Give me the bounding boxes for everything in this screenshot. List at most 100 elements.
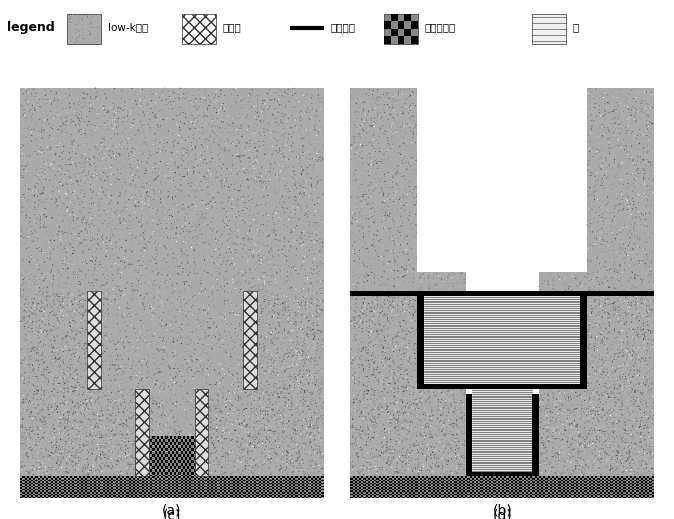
Point xyxy=(97,448,108,456)
Point xyxy=(403,351,414,359)
Bar xyxy=(33,469,35,472)
Point xyxy=(225,436,236,444)
Point xyxy=(350,108,361,117)
Point xyxy=(171,228,181,237)
Point xyxy=(618,422,629,431)
Point xyxy=(388,378,399,387)
Point xyxy=(142,338,152,347)
Bar xyxy=(135,460,137,463)
Point xyxy=(154,241,164,249)
Point xyxy=(208,321,218,329)
Point xyxy=(565,340,576,348)
Point xyxy=(252,398,263,406)
Bar xyxy=(431,454,433,457)
Point xyxy=(197,365,208,373)
Point xyxy=(241,465,252,473)
Point xyxy=(67,387,78,395)
Point xyxy=(597,236,608,244)
Bar xyxy=(100,492,102,494)
Bar xyxy=(309,486,311,487)
Point xyxy=(358,344,369,352)
Point xyxy=(26,416,37,425)
Point xyxy=(623,321,634,329)
Point xyxy=(380,206,391,214)
Point xyxy=(405,341,416,349)
Point xyxy=(350,307,361,316)
Point xyxy=(581,433,592,441)
Bar xyxy=(394,490,396,492)
Point xyxy=(141,264,152,272)
Point xyxy=(632,329,642,337)
Point xyxy=(609,421,620,430)
Bar xyxy=(418,480,420,481)
Point xyxy=(34,351,44,360)
Point xyxy=(38,312,49,321)
Point xyxy=(646,88,656,97)
Point xyxy=(290,315,301,323)
Point xyxy=(584,330,595,338)
Point xyxy=(174,199,185,207)
Point xyxy=(565,442,576,450)
Bar xyxy=(115,490,118,492)
Bar xyxy=(33,490,35,492)
Point xyxy=(620,344,631,352)
Point xyxy=(156,299,166,308)
Point xyxy=(606,181,617,189)
Point xyxy=(580,419,590,427)
Point xyxy=(173,99,183,107)
Point xyxy=(390,283,400,292)
Point xyxy=(41,327,52,335)
Point xyxy=(585,370,596,378)
Point xyxy=(457,438,468,446)
Point xyxy=(74,210,85,218)
Point xyxy=(386,339,397,347)
Point xyxy=(377,403,388,412)
Point xyxy=(317,400,328,408)
Point xyxy=(373,423,384,431)
Point xyxy=(49,309,60,318)
Point xyxy=(227,162,238,170)
Point xyxy=(640,295,651,304)
Point xyxy=(210,304,220,312)
Point xyxy=(456,452,467,460)
Bar xyxy=(630,480,632,481)
Point xyxy=(595,86,606,94)
Point xyxy=(394,321,405,330)
Bar xyxy=(98,440,100,442)
Point xyxy=(39,183,50,192)
Bar xyxy=(77,451,79,454)
Point xyxy=(588,153,599,161)
Point xyxy=(110,260,121,268)
Point xyxy=(401,262,412,270)
Point xyxy=(644,328,654,336)
Point xyxy=(361,439,371,447)
Bar xyxy=(233,457,235,460)
Point xyxy=(548,436,559,444)
Point xyxy=(589,361,600,370)
Point xyxy=(94,453,104,461)
Point xyxy=(630,335,640,344)
Point xyxy=(74,32,85,40)
Point xyxy=(623,385,634,393)
Point xyxy=(428,390,439,398)
Point xyxy=(437,445,448,454)
Point xyxy=(592,228,603,236)
Point xyxy=(305,279,316,287)
Point xyxy=(45,383,56,391)
Point xyxy=(400,266,411,275)
Point xyxy=(399,122,410,130)
Point xyxy=(197,276,208,284)
Point xyxy=(390,354,400,362)
Point xyxy=(559,419,570,428)
Point xyxy=(53,424,64,432)
Bar xyxy=(429,463,431,466)
Point xyxy=(597,88,608,97)
Bar xyxy=(433,474,435,477)
Point xyxy=(593,305,604,313)
Point xyxy=(584,325,594,334)
Point xyxy=(181,344,191,352)
Point xyxy=(600,389,611,397)
Point xyxy=(40,339,51,348)
Point xyxy=(381,435,392,444)
Point xyxy=(87,12,98,21)
